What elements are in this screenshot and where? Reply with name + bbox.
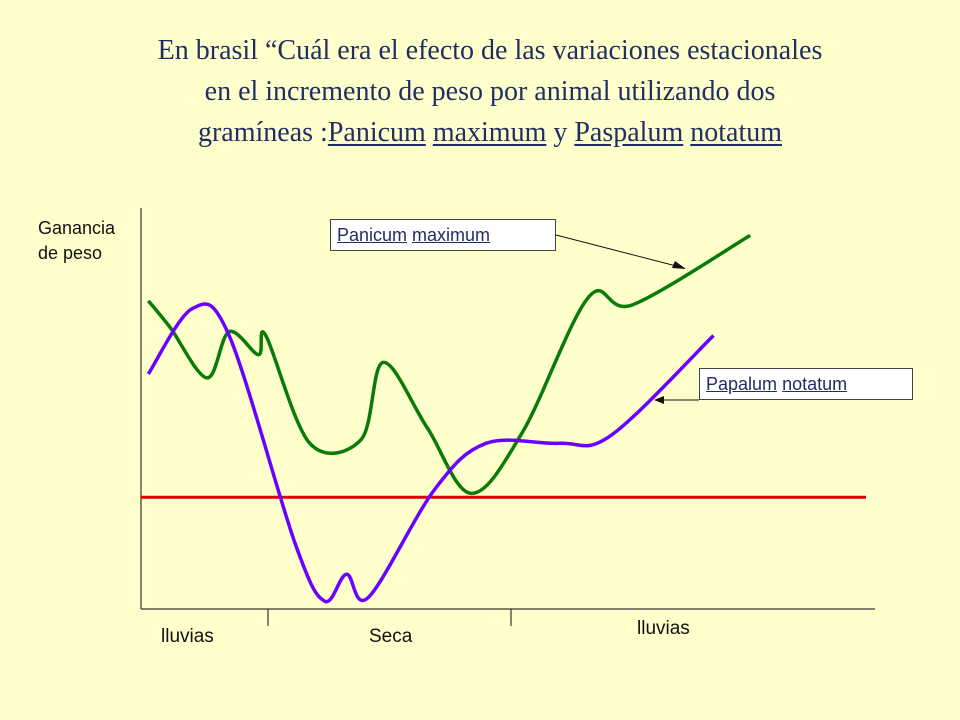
series-line-panicum-maximum <box>146 233 752 496</box>
chart-title: En brasil “Cuál era el efecto de las var… <box>60 30 920 153</box>
legend-word-notatum: notatum <box>782 374 848 394</box>
series-line-papalum-notatum <box>146 302 715 604</box>
y-axis-label-line-1: Ganancia <box>38 218 116 238</box>
title-word-paspalum: Paspalum <box>574 117 684 148</box>
callout-arrow-panicum <box>555 234 685 269</box>
callout-arrowhead-papalum <box>654 396 664 404</box>
legend-callout-papalum: Papalum notatum <box>699 368 913 400</box>
season-label-lluvias-1: lluvias <box>161 626 214 647</box>
title-word-panicum: Panicum <box>327 117 426 148</box>
title-line-1: En brasil “Cuál era el efecto de las var… <box>157 35 823 66</box>
title-word-notatum: notatum <box>690 117 783 148</box>
title-line-3-prefix: gramíneas : <box>197 117 328 148</box>
y-axis-label: Ganancia de peso <box>38 216 115 266</box>
y-axis-label-line-2: de peso <box>38 243 103 263</box>
legend-word-panicum: Panicum <box>337 225 408 245</box>
season-label-seca: Seca <box>369 626 413 647</box>
callout-arrowhead-panicum <box>672 261 686 269</box>
legend-word-maximum: maximum <box>412 225 491 245</box>
legend-word-papalum: Papalum <box>706 374 778 394</box>
season-label-lluvias-2: lluvias <box>637 618 690 639</box>
legend-callout-panicum: Panicum maximum <box>330 219 556 251</box>
title-word-maximum: maximum <box>432 117 547 148</box>
title-word-y: y <box>553 117 568 148</box>
title-line-2: en el incremento de peso por animal util… <box>204 76 776 107</box>
